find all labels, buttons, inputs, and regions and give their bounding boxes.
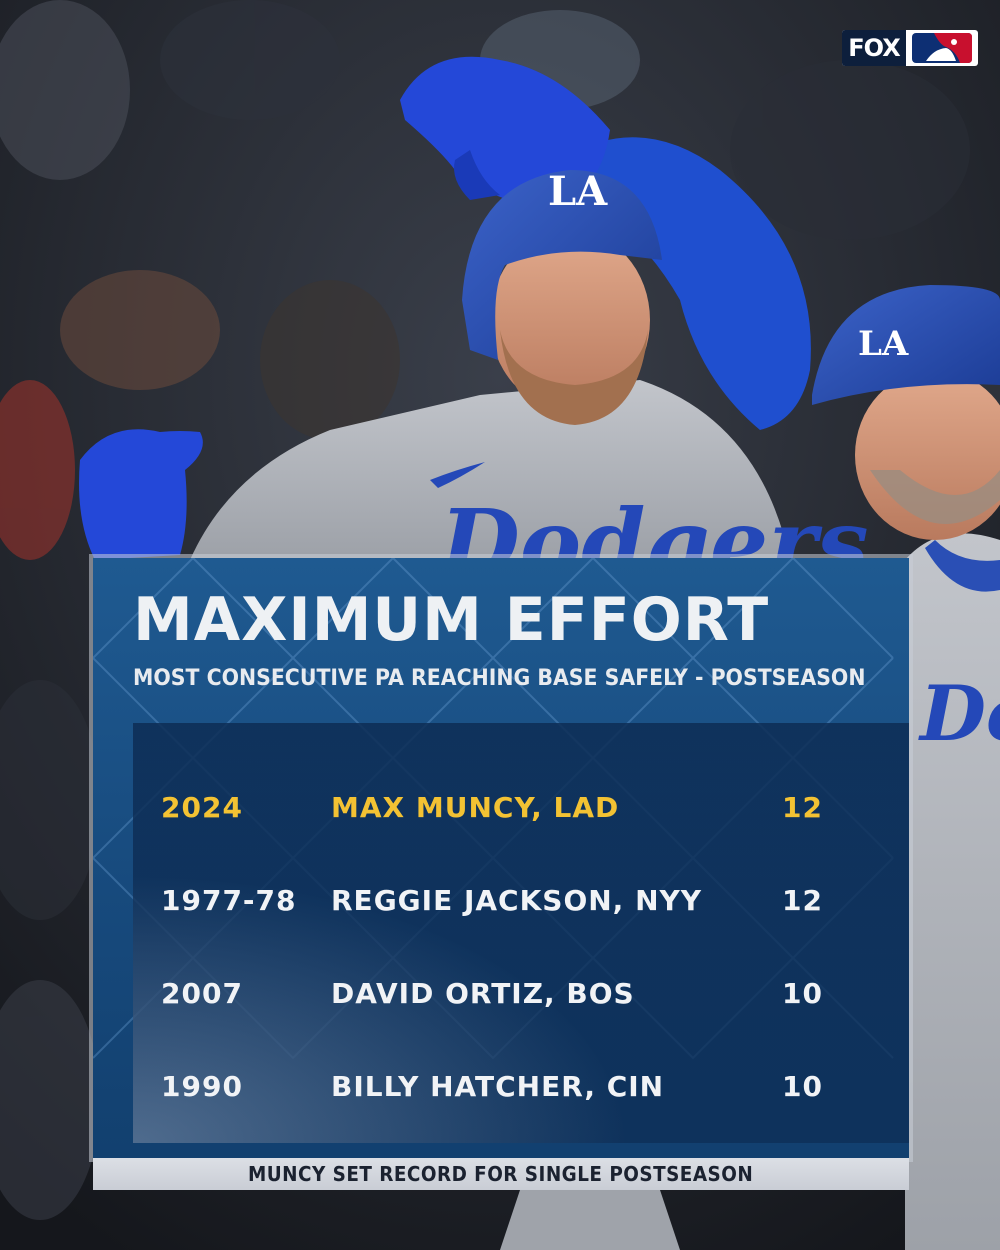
table-row: 1990 BILLY HATCHER, CIN 10 bbox=[133, 1062, 909, 1112]
row-value: 10 bbox=[782, 977, 823, 1010]
table-row: 2024 MAX MUNCY, LAD 12 bbox=[133, 783, 909, 833]
svg-text:Dod: Dod bbox=[918, 669, 1000, 758]
row-value: 10 bbox=[782, 1070, 823, 1103]
row-year: 1977-78 bbox=[161, 884, 297, 917]
stats-graphic-panel: MAXIMUM EFFORT MOST CONSECUTIVE PA REACH… bbox=[93, 558, 909, 1158]
svg-text:LA: LA bbox=[858, 324, 909, 364]
svg-text:LA: LA bbox=[548, 168, 608, 215]
fox-mlb-logo: FOX bbox=[842, 30, 978, 66]
row-player: BILLY HATCHER, CIN bbox=[331, 1070, 665, 1103]
row-player: REGGIE JACKSON, NYY bbox=[331, 884, 703, 917]
row-player: DAVID ORTIZ, BOS bbox=[331, 977, 635, 1010]
row-year: 2007 bbox=[161, 977, 243, 1010]
row-year: 1990 bbox=[161, 1070, 243, 1103]
row-year: 2024 bbox=[161, 791, 243, 824]
records-table: 2024 MAX MUNCY, LAD 12 1977-78 REGGIE JA… bbox=[133, 723, 909, 1143]
mlb-logo-icon bbox=[906, 30, 978, 66]
row-value: 12 bbox=[782, 884, 823, 917]
table-row: 2007 DAVID ORTIZ, BOS 10 bbox=[133, 969, 909, 1019]
graphic-subtitle: MOST CONSECUTIVE PA REACHING BASE SAFELY… bbox=[133, 666, 866, 691]
table-row: 1977-78 REGGIE JACKSON, NYY 12 bbox=[133, 876, 909, 926]
footer-bar: MUNCY SET RECORD FOR SINGLE POSTSEASON bbox=[93, 1158, 909, 1190]
graphic-title: MAXIMUM EFFORT bbox=[133, 585, 770, 655]
fox-logo-text: FOX bbox=[842, 30, 906, 66]
footer-note: MUNCY SET RECORD FOR SINGLE POSTSEASON bbox=[248, 1162, 754, 1186]
row-player: MAX MUNCY, LAD bbox=[331, 791, 620, 824]
row-value: 12 bbox=[782, 791, 823, 824]
